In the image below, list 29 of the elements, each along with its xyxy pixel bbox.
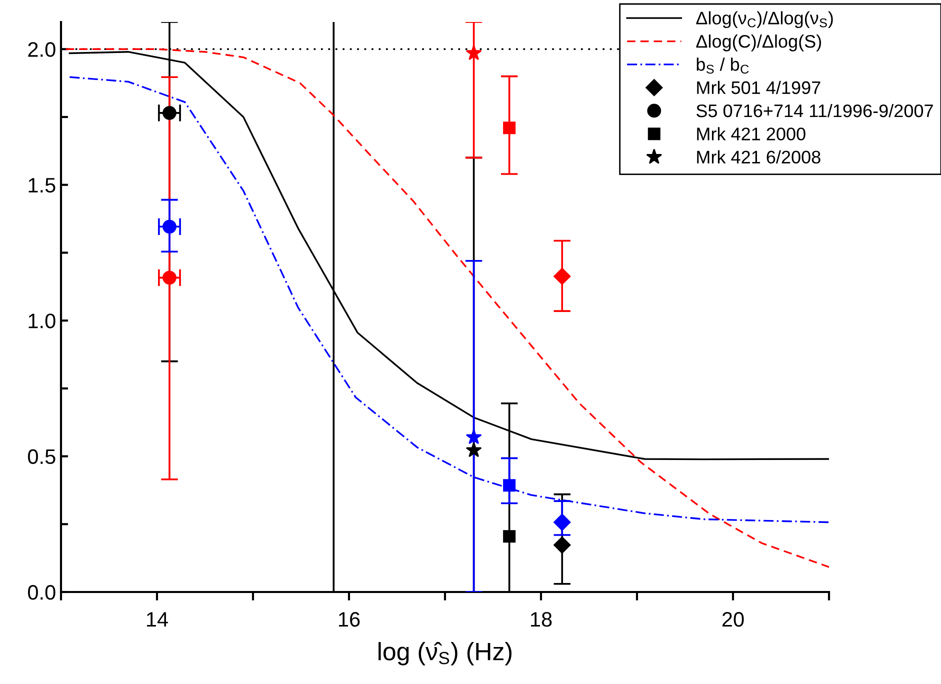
legend-label: Mrk 421 2000 [697, 127, 806, 140]
y-tick-label: 0.0 [28, 585, 56, 600]
point [503, 479, 516, 492]
legend-label: Δlog(ν$_{C}$)/Δlog(ν$_{S}$) [696, 11, 833, 28]
y-tick-label: 2.0 [28, 42, 56, 57]
point [503, 122, 516, 134]
y-tick-label: 1.0 [28, 314, 56, 328]
point [503, 530, 516, 543]
point [554, 514, 571, 531]
point [554, 536, 571, 554]
point [466, 428, 482, 444]
x-tick-label: 14 [147, 612, 168, 627]
point [162, 270, 176, 285]
y-tick-label: 1.5 [28, 178, 56, 193]
x-tick-label: 16 [339, 612, 360, 627]
point [162, 220, 176, 234]
x-tick-label: 18 [531, 612, 552, 627]
y-tick-label: 0.5 [28, 449, 56, 464]
legend-label: S5 0716+714 11/1996-9/2007 [696, 104, 933, 118]
point [162, 106, 176, 120]
legend-label: Mrk 501 4/1997 [697, 80, 820, 94]
point [466, 442, 482, 458]
point [554, 268, 571, 285]
x-axis-title: log (ν̂$_{S}$) (Hz) [378, 642, 512, 666]
x-tick-label: 20 [722, 612, 744, 627]
legend-label: Mrk 421 6/2008 [697, 150, 820, 164]
point [466, 44, 482, 60]
legend-label: b$_{S}$ / b$_{C}$ [696, 58, 749, 74]
legend-label: Δlog(C)/Δlog(S) [696, 34, 822, 52]
